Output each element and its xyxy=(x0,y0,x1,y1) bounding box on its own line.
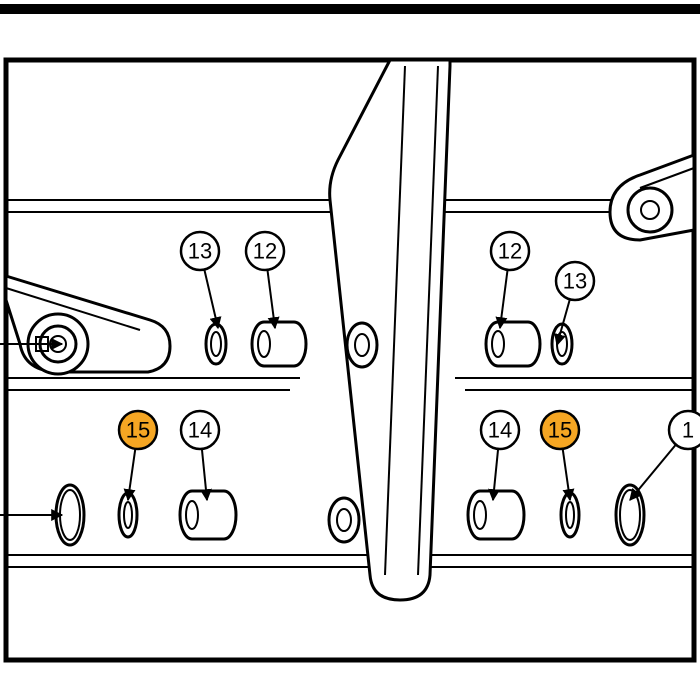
callout-12: 12 xyxy=(246,232,284,328)
callout-label: 12 xyxy=(498,239,522,264)
callout-label: 14 xyxy=(488,418,512,443)
callout-label: 15 xyxy=(548,418,572,443)
callout-14: 14 xyxy=(181,411,219,500)
right-lever xyxy=(610,155,694,240)
top-bar xyxy=(0,4,700,14)
callout-13: 13 xyxy=(181,232,219,328)
callout-label: 15 xyxy=(126,418,150,443)
callout-15b: 15 xyxy=(541,411,579,500)
main-arm xyxy=(329,60,450,600)
callout-label: 12 xyxy=(253,239,277,264)
callout-label: 13 xyxy=(563,269,587,294)
callout-label: 14 xyxy=(188,418,212,443)
diagram-svg: 13 12 12 13 15 14 14 15 1 xyxy=(0,0,700,700)
callout-15: 15 xyxy=(119,411,157,500)
diagram-stage: 13 12 12 13 15 14 14 15 1 xyxy=(0,0,700,700)
callout-1x: 1 xyxy=(630,411,700,500)
callout-14b: 14 xyxy=(481,411,519,500)
callout-label: 1 xyxy=(682,418,694,443)
callout-label: 13 xyxy=(188,239,212,264)
callout-12b: 12 xyxy=(491,232,529,328)
left-lever xyxy=(6,276,170,374)
